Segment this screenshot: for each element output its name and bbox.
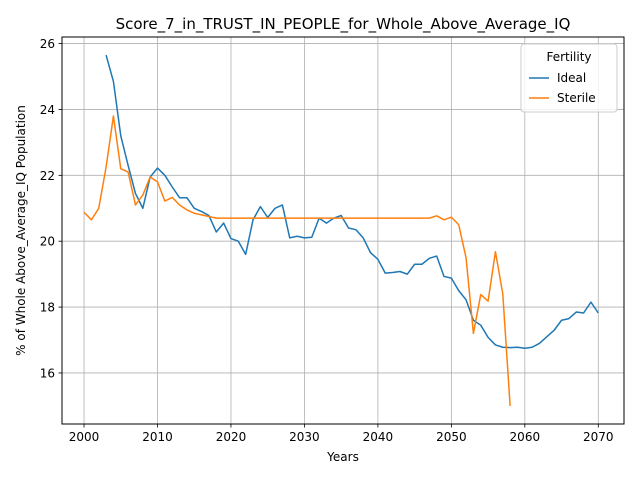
- series-lines: [83, 54, 599, 406]
- y-axis-label: % of Whole Above_Average_IQ Population: [14, 105, 28, 356]
- legend-title: Fertility: [546, 50, 591, 64]
- y-tick-label: 16: [40, 366, 55, 380]
- x-tick-label: 2070: [583, 430, 614, 444]
- legend-box: [520, 43, 618, 113]
- x-tick-label: 2020: [216, 430, 247, 444]
- y-tick-label: 24: [40, 103, 55, 117]
- x-tick-label: 2010: [142, 430, 173, 444]
- x-axis-ticks: 2000 2010 2020 2030 2040 2050 2060 2070: [69, 424, 614, 444]
- chart-title: Score_7_in_TRUST_IN_PEOPLE_for_Whole_Abo…: [116, 15, 571, 34]
- x-axis-label: Years: [326, 450, 359, 464]
- x-tick-label: 2040: [363, 430, 394, 444]
- legend: Fertility Ideal Sterile: [520, 43, 618, 113]
- y-tick-label: 26: [40, 37, 55, 51]
- legend-label-ideal: Ideal: [557, 71, 586, 85]
- y-axis-ticks: 16 18 20 22 24 26: [40, 37, 62, 380]
- plot-frame: [61, 36, 625, 425]
- series-line-sterile: [83, 115, 511, 406]
- y-tick-label: 22: [40, 169, 55, 183]
- series-line-ideal: [105, 54, 599, 349]
- x-tick-label: 2030: [289, 430, 320, 444]
- x-tick-label: 2050: [436, 430, 467, 444]
- legend-label-sterile: Sterile: [557, 91, 596, 105]
- y-tick-label: 18: [40, 301, 55, 315]
- x-tick-label: 2060: [510, 430, 541, 444]
- x-tick-label: 2000: [69, 430, 100, 444]
- y-tick-label: 20: [40, 235, 55, 249]
